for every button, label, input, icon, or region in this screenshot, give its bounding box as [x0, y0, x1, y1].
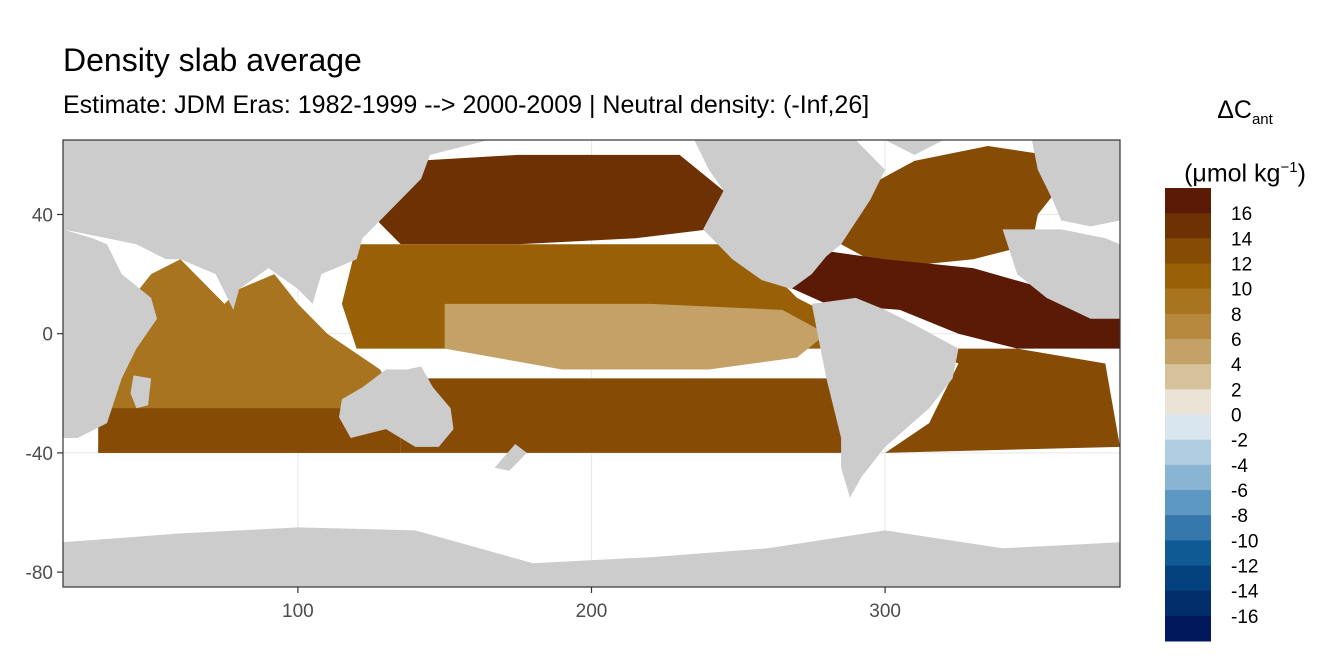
x-tick-label: 200	[576, 601, 608, 622]
legend-label: 14	[1231, 229, 1253, 250]
y-tick-label: -40	[26, 444, 53, 465]
land-region-antarctica	[63, 527, 1120, 587]
land-region-new-zealand	[494, 444, 527, 471]
legend-swatch	[1165, 263, 1211, 290]
legend-swatch	[1165, 238, 1211, 264]
ocean-region-tropical-atlantic	[773, 250, 1120, 349]
ocean-region-south-pacific	[400, 378, 847, 453]
legend-title-main: ΔC	[1217, 96, 1252, 124]
legend-swatch	[1165, 515, 1211, 541]
legend: 16 14 12 10 8 6 4 2 0 -2 -4 -6 -8 -10 -12 -14 -16	[1165, 188, 1259, 642]
legend-label: -14	[1231, 582, 1259, 603]
land-region-eurasia	[63, 140, 489, 310]
legend-swatch	[1165, 313, 1211, 340]
land-region-europe	[1031, 140, 1120, 227]
land-region-south-america	[811, 297, 959, 498]
legend-swatch	[1165, 339, 1211, 365]
y-tick-label: -80	[26, 563, 53, 584]
land-region-madagascar	[130, 375, 152, 409]
legend-swatch	[1165, 414, 1211, 441]
ocean-region-tropical-pacific-core	[562, 315, 797, 361]
legend-label: -8	[1231, 506, 1248, 527]
legend-swatch	[1165, 213, 1211, 239]
land-region-australia	[339, 366, 454, 447]
chart-title: Density slab average	[63, 42, 362, 78]
legend-swatch	[1165, 590, 1211, 617]
map-regions	[63, 140, 1120, 587]
legend-label: -12	[1231, 557, 1258, 578]
legend-swatch	[1165, 288, 1211, 315]
x-tick-label: 100	[282, 601, 314, 622]
legend-label: -6	[1231, 481, 1248, 502]
legend-label: 4	[1231, 355, 1242, 376]
legend-label: 0	[1231, 406, 1242, 427]
legend-swatch	[1165, 540, 1211, 566]
legend-label: -16	[1231, 607, 1258, 628]
legend-title-sub: ant	[1251, 111, 1273, 128]
legend-unit-suffix: )	[1297, 159, 1306, 188]
ocean-region-south-atlantic	[885, 348, 1120, 453]
land-region-africa-west	[1002, 229, 1120, 319]
legend-label: 10	[1231, 280, 1252, 301]
plot-panel	[62, 139, 1121, 588]
legend-swatch	[1165, 188, 1211, 214]
land-region-north-america	[694, 140, 886, 289]
legend-label: 12	[1231, 255, 1252, 276]
legend-title-unit: (μmol kg−1)	[1150, 144, 1340, 197]
legend-label: 6	[1231, 330, 1242, 351]
y-tick-label: 40	[32, 206, 53, 227]
legend-swatch	[1165, 615, 1211, 642]
legend-label: 16	[1231, 204, 1252, 225]
x-tick-label: 300	[869, 601, 901, 622]
legend-unit-exp: −1	[1280, 159, 1298, 176]
legend-swatch	[1165, 464, 1211, 491]
legend-swatch	[1165, 389, 1211, 415]
land-region-greenland	[885, 140, 944, 155]
legend-swatch	[1165, 565, 1211, 592]
land-region-africa	[63, 229, 157, 438]
legend-label: 8	[1231, 305, 1242, 326]
ocean-region-south-indian	[98, 408, 401, 453]
y-tick-label: 0	[42, 325, 53, 346]
legend-title: ΔCant (μmol kg−1)	[1150, 86, 1340, 197]
ocean-region-gulf-of-alaska	[532, 169, 665, 209]
ocean-region-indian-ocean	[98, 259, 401, 453]
legend-swatch	[1165, 439, 1211, 466]
legend-label: -4	[1231, 456, 1248, 477]
legend-title-variable: ΔCant	[1150, 86, 1340, 144]
legend-label: -10	[1231, 531, 1258, 552]
legend-label: 2	[1231, 380, 1242, 401]
legend-unit-prefix: (μmol kg	[1184, 159, 1281, 188]
legend-swatch	[1165, 490, 1211, 516]
legend-label: -2	[1231, 431, 1248, 452]
chart-subtitle: Estimate: JDM Eras: 1982-1999 --> 2000-2…	[63, 91, 870, 119]
legend-swatch	[1165, 364, 1211, 390]
